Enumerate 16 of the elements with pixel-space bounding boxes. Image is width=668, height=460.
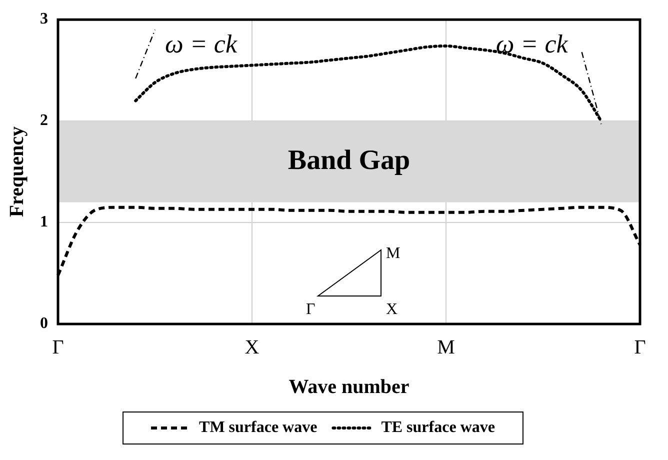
annotation: Γ	[306, 301, 316, 318]
legend-label: TE surface wave	[381, 419, 495, 436]
annotation: ω = ck	[165, 29, 238, 58]
legend-label: TM surface wave	[199, 419, 318, 436]
y-tick-label: 1	[40, 214, 48, 231]
x-tick-label: X	[244, 336, 260, 358]
y-tick-label: 3	[40, 10, 48, 28]
x-tick-label: M	[437, 336, 456, 358]
x-axis-title: Wave number	[288, 376, 410, 398]
y-tick-label: 2	[40, 112, 48, 130]
x-tick-label: Γ	[52, 336, 64, 358]
x-tick-label: Γ	[634, 336, 646, 358]
y-tick-label: 0	[40, 315, 48, 332]
annotation: M	[386, 245, 400, 262]
band-label: Band Gap	[288, 144, 410, 176]
y-axis-title: Frequency	[6, 126, 28, 218]
